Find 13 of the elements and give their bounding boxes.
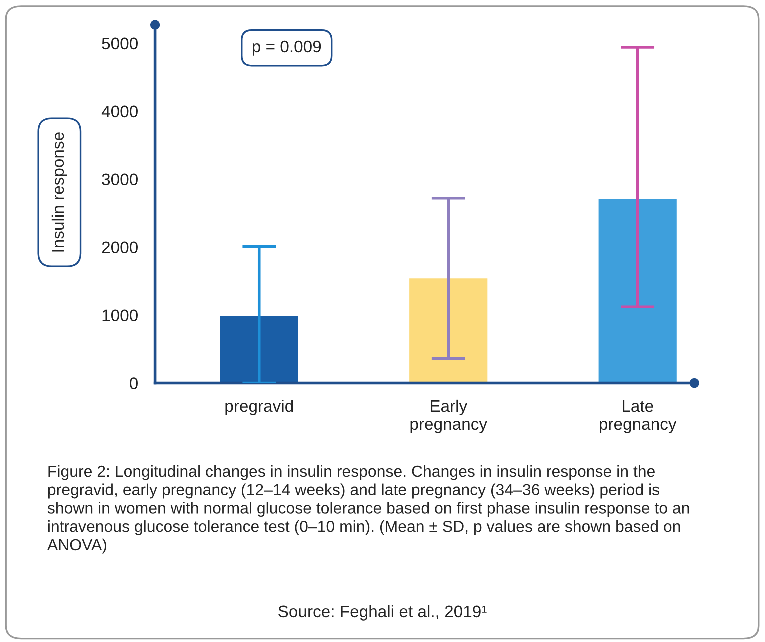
y-axis-title: Insulin response (52, 132, 68, 252)
y-tick-label: 2000 (102, 242, 138, 254)
x-tick-label: pregravid (226, 400, 294, 416)
annotation: p = 0.009 (252, 40, 322, 56)
source-note: Source: Feghali et al., 2019¹ (278, 605, 487, 621)
x-tick-label: Late pregnancy (600, 400, 677, 434)
y-tick-label: 4000 (102, 106, 138, 118)
y-tick-label: 1000 (102, 310, 138, 322)
y-tick-label: 0 (130, 378, 138, 390)
x-tick-label: Early pregnancy (410, 400, 488, 434)
y-tick-label: 5000 (102, 38, 138, 50)
caption: Figure 2: Longitudinal changes in insulin response. Changes in insulin response in the pregravid, early pregnancy (12–14 weeks) and late pregnancy (34–36 weeks) period is shown in women with normal glucose tolerance based on first phase insulin response to an intravenous glucose tolerance test (0–10 min). (Mean ± SD, p values are shown based on ANOVA) (47, 465, 690, 554)
y-tick-label: 3000 (102, 174, 138, 186)
